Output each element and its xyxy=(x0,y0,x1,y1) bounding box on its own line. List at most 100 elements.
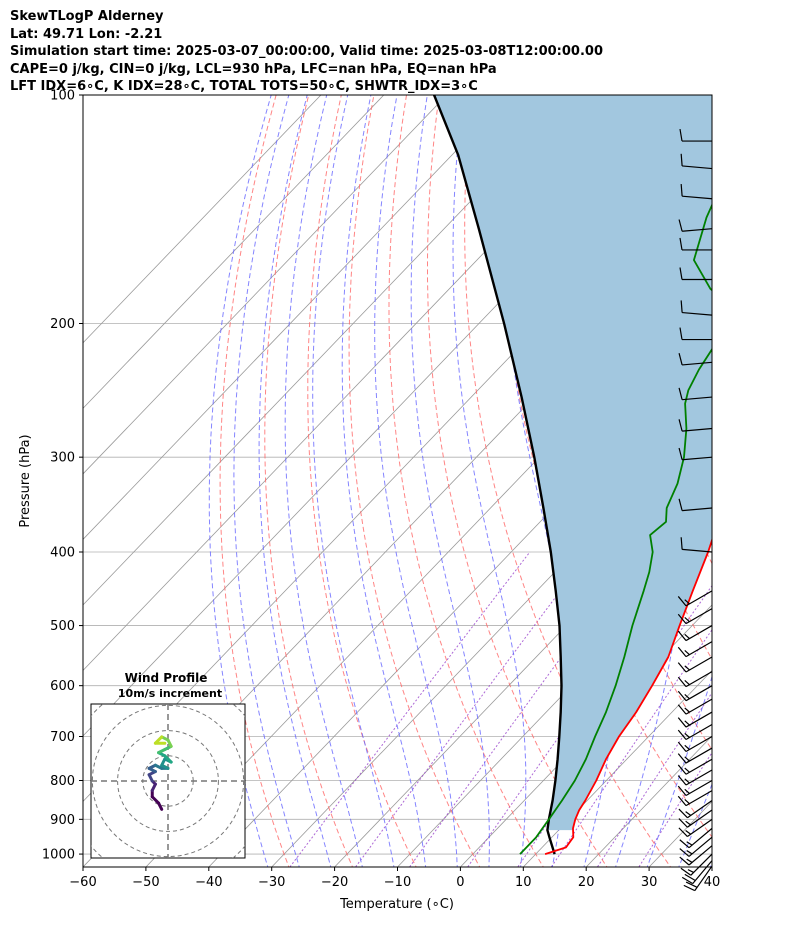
wind-barb xyxy=(679,827,713,849)
y-tick-label: 1000 xyxy=(42,848,75,863)
wind-barb xyxy=(680,537,713,553)
hodograph-inset: Wind Profile 10m/s increment xyxy=(90,671,246,859)
hodograph-plot xyxy=(91,704,245,858)
sounding-profiles xyxy=(432,95,712,855)
isotherm-line xyxy=(83,95,322,344)
y-tick-label: 900 xyxy=(50,813,75,828)
x-tick-label: −20 xyxy=(321,875,348,890)
dry-adiabat-line xyxy=(464,95,672,867)
x-tick-label: 10 xyxy=(515,875,532,890)
wind-barb xyxy=(677,608,713,625)
hodograph-subtitle: 10m/s increment xyxy=(118,687,222,700)
y-tick-label: 300 xyxy=(50,451,75,466)
mixing-ratio-line xyxy=(550,628,712,867)
wind-barb xyxy=(678,809,713,828)
mixing-ratio-line xyxy=(354,551,590,867)
moist-adiabat-line xyxy=(709,861,712,867)
y-axis-label: Pressure (hPa) xyxy=(18,434,33,527)
wind-barb xyxy=(677,698,713,715)
wind-barb xyxy=(679,327,712,341)
stability-indices-2: LFT IDX=6∘C, K IDX=28∘C, TOTAL TOTS=50∘C… xyxy=(10,79,478,94)
x-tick-label: 30 xyxy=(641,875,658,890)
x-tick-label: −30 xyxy=(258,875,285,890)
wind-barb xyxy=(677,590,713,607)
wind-barb xyxy=(677,641,713,658)
wind-barb xyxy=(677,735,713,753)
isotherm-line xyxy=(83,95,573,606)
wind-barb xyxy=(678,800,713,819)
moist-adiabat-line xyxy=(208,95,272,867)
dry-adiabat-line xyxy=(264,95,354,867)
wind-barb xyxy=(678,219,713,232)
isotherm-line xyxy=(83,95,447,475)
wind-barb xyxy=(678,447,713,461)
y-tick-label: 400 xyxy=(50,546,75,561)
x-tick-label: −10 xyxy=(384,875,411,890)
wind-barb xyxy=(677,685,713,702)
moist-adiabat-line xyxy=(646,675,712,867)
x-tick-label: −40 xyxy=(195,875,222,890)
wind-barb xyxy=(679,845,713,866)
mixing-ratio-line xyxy=(596,691,712,867)
isotherm-line xyxy=(711,866,712,867)
moist-adiabat-line xyxy=(678,783,712,867)
station-coordinates: Lat: 49.71 Lon: -2.21 xyxy=(10,26,163,42)
wind-barb xyxy=(677,723,713,741)
chart-header: SkewTLogP Alderney Lat: 49.71 Lon: -2.21… xyxy=(10,8,603,96)
wind-barb xyxy=(677,769,713,786)
y-tick-label: 600 xyxy=(50,679,75,694)
y-tick-label: 200 xyxy=(50,317,75,332)
wind-barb xyxy=(680,853,713,876)
moist-adiabat-line xyxy=(284,95,363,867)
moist-adiabat-line xyxy=(452,95,527,867)
mixing-ratio-lines xyxy=(289,551,712,867)
wind-barb xyxy=(681,860,713,885)
x-tick-label: −60 xyxy=(69,875,96,890)
y-tick-label: 100 xyxy=(50,89,75,104)
dry-adiabat-line xyxy=(388,95,544,867)
moist-adiabat-line xyxy=(374,95,458,867)
wind-barb xyxy=(677,711,713,728)
moist-adiabat-line xyxy=(312,95,395,867)
cin-area xyxy=(434,95,712,831)
x-axis-label: Temperature (∘C) xyxy=(339,897,454,912)
wind-barb xyxy=(678,818,713,838)
wind-barb xyxy=(679,237,712,251)
x-tick-label: 40 xyxy=(704,875,721,890)
x-tick-label: −50 xyxy=(132,875,159,890)
wind-barb xyxy=(677,671,713,688)
moist-adiabat-line xyxy=(501,95,570,867)
moist-adiabat-line xyxy=(615,95,685,867)
y-tick-label: 500 xyxy=(50,619,75,634)
wind-barb xyxy=(677,779,713,797)
wind-barb xyxy=(683,865,713,892)
wind-barb xyxy=(677,656,713,673)
wind-barb xyxy=(677,747,713,764)
isotherm-line xyxy=(523,669,712,867)
wind-barb xyxy=(678,498,713,512)
moist-adiabat-line xyxy=(410,95,490,867)
wind-barb xyxy=(680,153,713,170)
moist-adiabat-line xyxy=(233,95,300,867)
wind-barb xyxy=(678,419,713,432)
x-tick-label: 0 xyxy=(456,875,464,890)
isotherm-line xyxy=(83,95,385,409)
hodograph-title: Wind Profile xyxy=(125,671,208,685)
hodograph-ring xyxy=(117,730,219,832)
wind-barb xyxy=(678,387,713,401)
dewpoint-profile-line xyxy=(519,202,712,855)
wind-barb xyxy=(679,128,712,142)
dry-adiabat-line xyxy=(348,95,481,867)
simulation-times: Simulation start time: 2025-03-07_00:00:… xyxy=(10,44,603,59)
dry-adiabat-line xyxy=(427,95,608,867)
wind-barb xyxy=(679,836,713,857)
wind-barb xyxy=(677,758,713,775)
y-tick-label: 800 xyxy=(50,774,75,789)
wind-barb xyxy=(678,353,713,366)
wind-barb xyxy=(680,300,713,316)
wind-barb xyxy=(680,183,713,200)
wind-barb xyxy=(677,790,713,807)
temperature-profile-line xyxy=(544,537,712,855)
station-title: SkewTLogP Alderney xyxy=(10,9,164,24)
